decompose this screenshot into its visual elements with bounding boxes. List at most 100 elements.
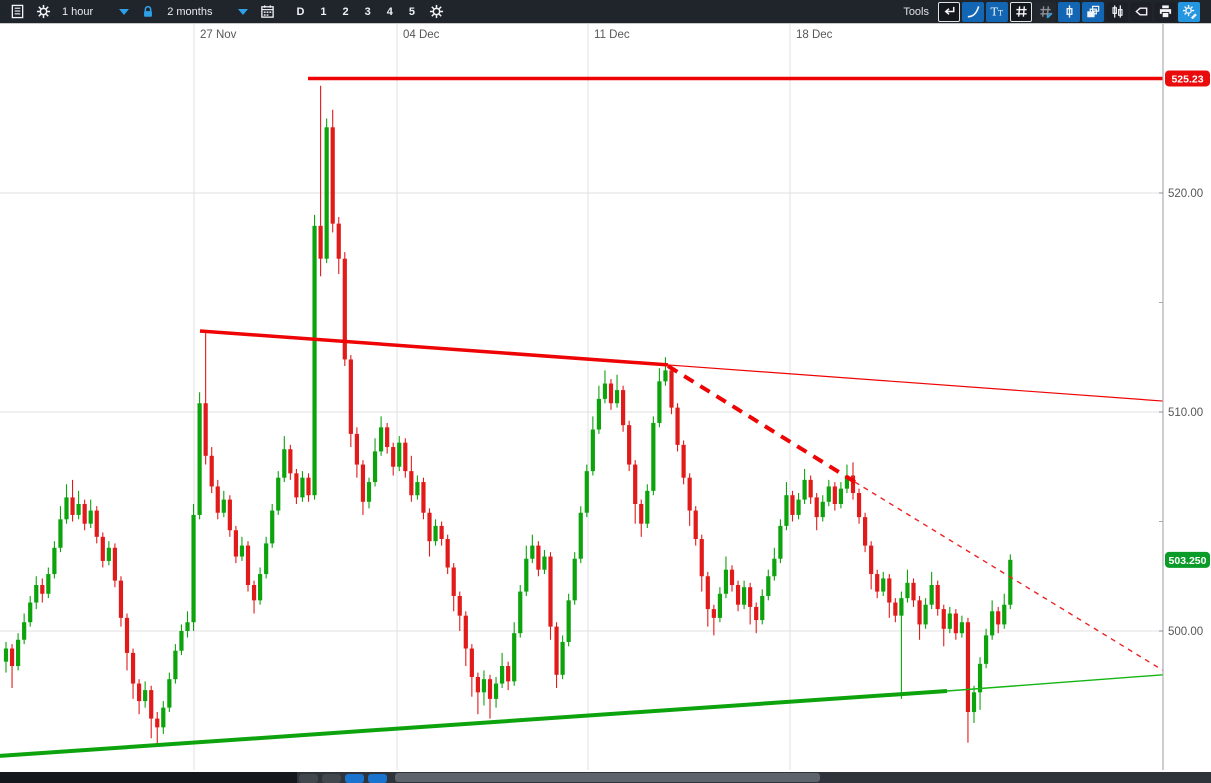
candle-body	[221, 499, 226, 513]
candle-body	[681, 444, 686, 478]
svg-text:T: T	[998, 8, 1003, 17]
bottom-button-3[interactable]	[345, 774, 364, 783]
timeframe-dropdown[interactable]: 1 hour	[62, 6, 130, 18]
candle-body	[766, 576, 771, 596]
candle-body	[881, 578, 886, 592]
candle-body	[3, 648, 9, 662]
price-chart-canvas[interactable]: 27 Nov 04 Dec 11 Dec 18 Dec 520.00 510.00 500.…	[0, 24, 1211, 772]
candle-body	[820, 501, 825, 518]
support-trendline-extension[interactable]	[946, 674, 1164, 692]
candle-body	[748, 587, 753, 607]
hash-pencil-icon	[1038, 4, 1053, 19]
horizontal-scrollbar-thumb[interactable]	[395, 773, 820, 782]
period-button-d[interactable]: D	[296, 5, 305, 18]
candle-body	[106, 547, 111, 561]
range-dropdown[interactable]: 2 months	[167, 6, 249, 18]
candle-body	[16, 639, 21, 667]
svg-text:520.00: 520.00	[1168, 188, 1203, 200]
candle-body	[651, 422, 656, 491]
candle-body	[808, 479, 813, 498]
candle-body	[143, 690, 148, 702]
candle-body	[397, 442, 402, 467]
period-button-2[interactable]: 2	[342, 5, 349, 18]
candle-body	[1008, 559, 1013, 605]
chart-area[interactable]: 27 Nov 04 Dec 11 Dec 18 Dec 520.00 510.00 500.…	[0, 24, 1211, 772]
svg-text:T: T	[990, 5, 998, 18]
bottom-bar-left	[0, 772, 297, 783]
candle-body	[130, 652, 136, 684]
chart-settings-edit-button[interactable]	[1178, 1, 1200, 22]
undo-button[interactable]	[938, 1, 960, 22]
candle-body	[288, 449, 293, 474]
cascade-windows-button[interactable]	[1082, 1, 1104, 22]
candle-body	[935, 585, 940, 610]
support-trendline-thick[interactable]	[0, 689, 948, 758]
candles-icon	[1110, 4, 1125, 19]
price-axis: 520.00 510.00 500.00	[1159, 24, 1203, 770]
upper-trendline-extension[interactable]	[667, 364, 1164, 402]
label-tool-button[interactable]	[1130, 1, 1152, 22]
bottom-button-4[interactable]	[368, 774, 387, 783]
falling-dashed-thick[interactable]	[666, 364, 857, 484]
candle-body	[754, 606, 759, 621]
candle-body	[379, 427, 384, 452]
date-labels: 27 Nov 04 Dec 11 Dec 18 Dec	[200, 29, 833, 41]
candle-body	[209, 455, 214, 487]
candle-body	[70, 497, 75, 515]
candle-body	[790, 495, 795, 515]
print-button[interactable]	[1154, 1, 1176, 22]
candle-tool-button[interactable]	[1058, 1, 1080, 22]
period-button-1[interactable]: 1	[320, 5, 327, 18]
candle-body	[433, 525, 438, 542]
lock-button[interactable]	[137, 2, 159, 22]
candle-body	[372, 451, 378, 483]
journal-button[interactable]	[6, 2, 28, 22]
lock-icon	[141, 4, 155, 19]
svg-text:18 Dec: 18 Dec	[796, 29, 833, 41]
period-settings-button[interactable]	[425, 2, 447, 22]
candle-body	[844, 475, 850, 489]
candle-body	[82, 503, 87, 524]
candle-body	[869, 545, 874, 575]
candle-body	[826, 486, 831, 502]
bottom-bar	[0, 772, 1211, 783]
calendar-button[interactable]	[256, 2, 278, 22]
grid-edit-tool-button[interactable]	[1034, 1, 1056, 22]
candle-body	[838, 488, 843, 504]
candle-body	[161, 707, 166, 728]
candle-body	[118, 580, 124, 618]
candle-body	[699, 539, 704, 577]
candle-body	[34, 585, 39, 603]
candle-body	[270, 510, 275, 544]
candle-body	[578, 512, 583, 559]
candle-body	[76, 503, 81, 515]
calendar-icon	[260, 4, 275, 19]
candle-body	[137, 683, 142, 702]
candle-body	[657, 381, 662, 423]
candle-body	[191, 514, 196, 623]
candle-body	[856, 493, 862, 518]
curve-tool-button[interactable]	[962, 1, 984, 22]
grid-tool-button[interactable]	[1010, 1, 1032, 22]
candle-body	[560, 641, 565, 675]
tag-icon	[1134, 4, 1149, 19]
candle-body	[1002, 604, 1007, 625]
candle-body	[566, 600, 571, 642]
bottom-button-1[interactable]	[299, 774, 318, 783]
candlestick-chart-button[interactable]	[1106, 1, 1128, 22]
candle-body	[481, 679, 487, 693]
period-button-3[interactable]: 3	[364, 5, 371, 18]
period-button-5[interactable]: 5	[408, 5, 416, 18]
falling-dashed-extension[interactable]	[854, 481, 1164, 672]
upper-trendline-thick[interactable]	[199, 329, 669, 367]
chart-settings-button[interactable]	[32, 2, 54, 22]
candle-body	[796, 499, 801, 515]
candle-body	[487, 679, 493, 699]
bottom-bar-buttons	[299, 774, 391, 783]
candle-body	[342, 258, 347, 360]
bottom-button-2[interactable]	[322, 774, 341, 783]
period-button-4[interactable]: 4	[386, 5, 393, 18]
